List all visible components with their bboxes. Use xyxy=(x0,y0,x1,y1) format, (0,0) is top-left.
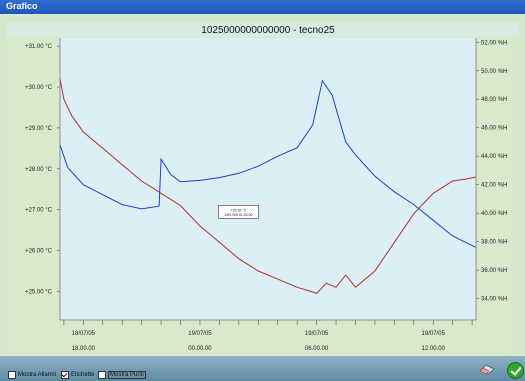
annotation-line1: +25.92 °C xyxy=(231,208,247,212)
ok-check-icon[interactable] xyxy=(507,362,524,379)
x-tick-date: 18/07/05 xyxy=(72,331,96,337)
bottom-toolbar xyxy=(0,356,525,381)
left-tick-label: +25.00 °C xyxy=(25,289,53,295)
x-tick-time: 18.00.00 xyxy=(72,346,96,352)
left-tick-label: +26.00 °C xyxy=(25,249,53,255)
right-tick-label: 44.00 %H xyxy=(481,154,507,160)
x-tick-time: 00.00.00 xyxy=(188,346,212,352)
right-tick-label: 40.00 %H xyxy=(481,211,507,217)
option-label: Mostra Allarmi xyxy=(18,372,57,378)
x-tick-time: 12.00.00 xyxy=(422,346,446,352)
window-titlebar: Grafico xyxy=(0,0,525,14)
option-label: Mostra Punti xyxy=(108,371,146,379)
left-tick-label: +28.00 °C xyxy=(25,167,53,173)
right-axis: 52.00 %H 50.00 %H 48.00 %H 46.00 %H 44.00 %H… xyxy=(476,40,507,303)
x-tick-date: 19/07/05 xyxy=(305,331,329,337)
right-tick-label: 42.00 %H xyxy=(481,183,507,189)
left-axis: +31.00 °C +30.00 °C +29.00 °C +28.00 °C +27.… xyxy=(25,44,60,295)
x-tick-date: 19/07/05 xyxy=(188,331,212,337)
right-tick-label: 50.00 %H xyxy=(481,69,507,75)
right-tick-label: 36.00 %H xyxy=(481,268,507,274)
x-axis: 18/07/05 18.00.00 19/07/05 00.00.00 19/07/05… xyxy=(63,320,473,352)
left-tick-label: +31.00 °C xyxy=(25,44,53,50)
right-tick-label: 52.00 %H xyxy=(481,40,507,46)
option-show-alarms[interactable]: Mostra Allarmi xyxy=(8,371,56,379)
option-label: Etichette xyxy=(71,372,95,378)
left-tick-label: +30.00 °C xyxy=(25,85,53,91)
x-tick-date: 19/07/05 xyxy=(422,331,446,337)
annotation-group: +25.92 °C19/07/05 01.02.00 xyxy=(218,205,259,219)
plot-area xyxy=(60,38,476,320)
checkbox-labels[interactable] xyxy=(61,371,69,379)
checkbox-show-alarms[interactable] xyxy=(8,371,16,379)
window-title: Grafico xyxy=(6,1,38,11)
x-tick-time: 06.00.00 xyxy=(305,346,329,352)
right-tick-label: 34.00 %H xyxy=(481,297,507,303)
chart-title-bar xyxy=(6,22,519,37)
annotation-box xyxy=(218,205,259,219)
left-tick-label: +27.00 °C xyxy=(25,208,53,214)
checkbox-show-points[interactable] xyxy=(98,371,106,379)
annotation-line2: 19/07/05 01.02.00 xyxy=(224,213,252,217)
right-tick-label: 46.00 %H xyxy=(481,126,507,132)
option-labels[interactable]: Etichette xyxy=(61,371,94,379)
eraser-icon[interactable] xyxy=(479,363,495,375)
right-tick-label: 48.00 %H xyxy=(481,97,507,103)
option-show-points[interactable]: Mostra Punti xyxy=(98,371,146,379)
series-group xyxy=(59,78,477,294)
temperature-series-line xyxy=(59,78,477,294)
right-tick-label: 38.00 %H xyxy=(481,240,507,246)
humidity-series-line xyxy=(59,79,477,248)
left-tick-label: +29.00 °C xyxy=(25,126,53,132)
chart-title: 1025000000000000 - tecno25 xyxy=(201,25,335,36)
